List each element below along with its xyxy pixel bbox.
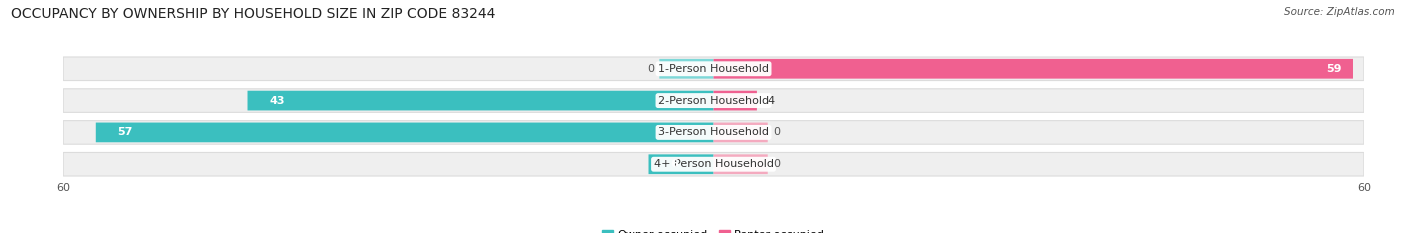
FancyBboxPatch shape	[659, 59, 713, 79]
Legend: Owner-occupied, Renter-occupied: Owner-occupied, Renter-occupied	[598, 225, 830, 233]
Text: 2-Person Household: 2-Person Household	[658, 96, 769, 106]
FancyBboxPatch shape	[713, 123, 768, 142]
Text: 0: 0	[773, 159, 780, 169]
FancyBboxPatch shape	[713, 91, 756, 110]
Text: 4: 4	[768, 96, 775, 106]
FancyBboxPatch shape	[96, 123, 713, 142]
Text: 57: 57	[118, 127, 132, 137]
Text: 0: 0	[773, 127, 780, 137]
FancyBboxPatch shape	[63, 57, 1364, 81]
FancyBboxPatch shape	[713, 154, 768, 174]
FancyBboxPatch shape	[713, 59, 1353, 79]
FancyBboxPatch shape	[63, 121, 1364, 144]
Text: 1-Person Household: 1-Person Household	[658, 64, 769, 74]
FancyBboxPatch shape	[247, 91, 713, 110]
Text: 4+ Person Household: 4+ Person Household	[654, 159, 773, 169]
Text: 3-Person Household: 3-Person Household	[658, 127, 769, 137]
Text: OCCUPANCY BY OWNERSHIP BY HOUSEHOLD SIZE IN ZIP CODE 83244: OCCUPANCY BY OWNERSHIP BY HOUSEHOLD SIZE…	[11, 7, 496, 21]
Text: 43: 43	[269, 96, 284, 106]
FancyBboxPatch shape	[63, 89, 1364, 112]
Text: 0: 0	[647, 64, 654, 74]
Text: 59: 59	[1327, 64, 1343, 74]
Text: Source: ZipAtlas.com: Source: ZipAtlas.com	[1284, 7, 1395, 17]
FancyBboxPatch shape	[648, 154, 713, 174]
Text: 6: 6	[671, 159, 678, 169]
FancyBboxPatch shape	[63, 152, 1364, 176]
